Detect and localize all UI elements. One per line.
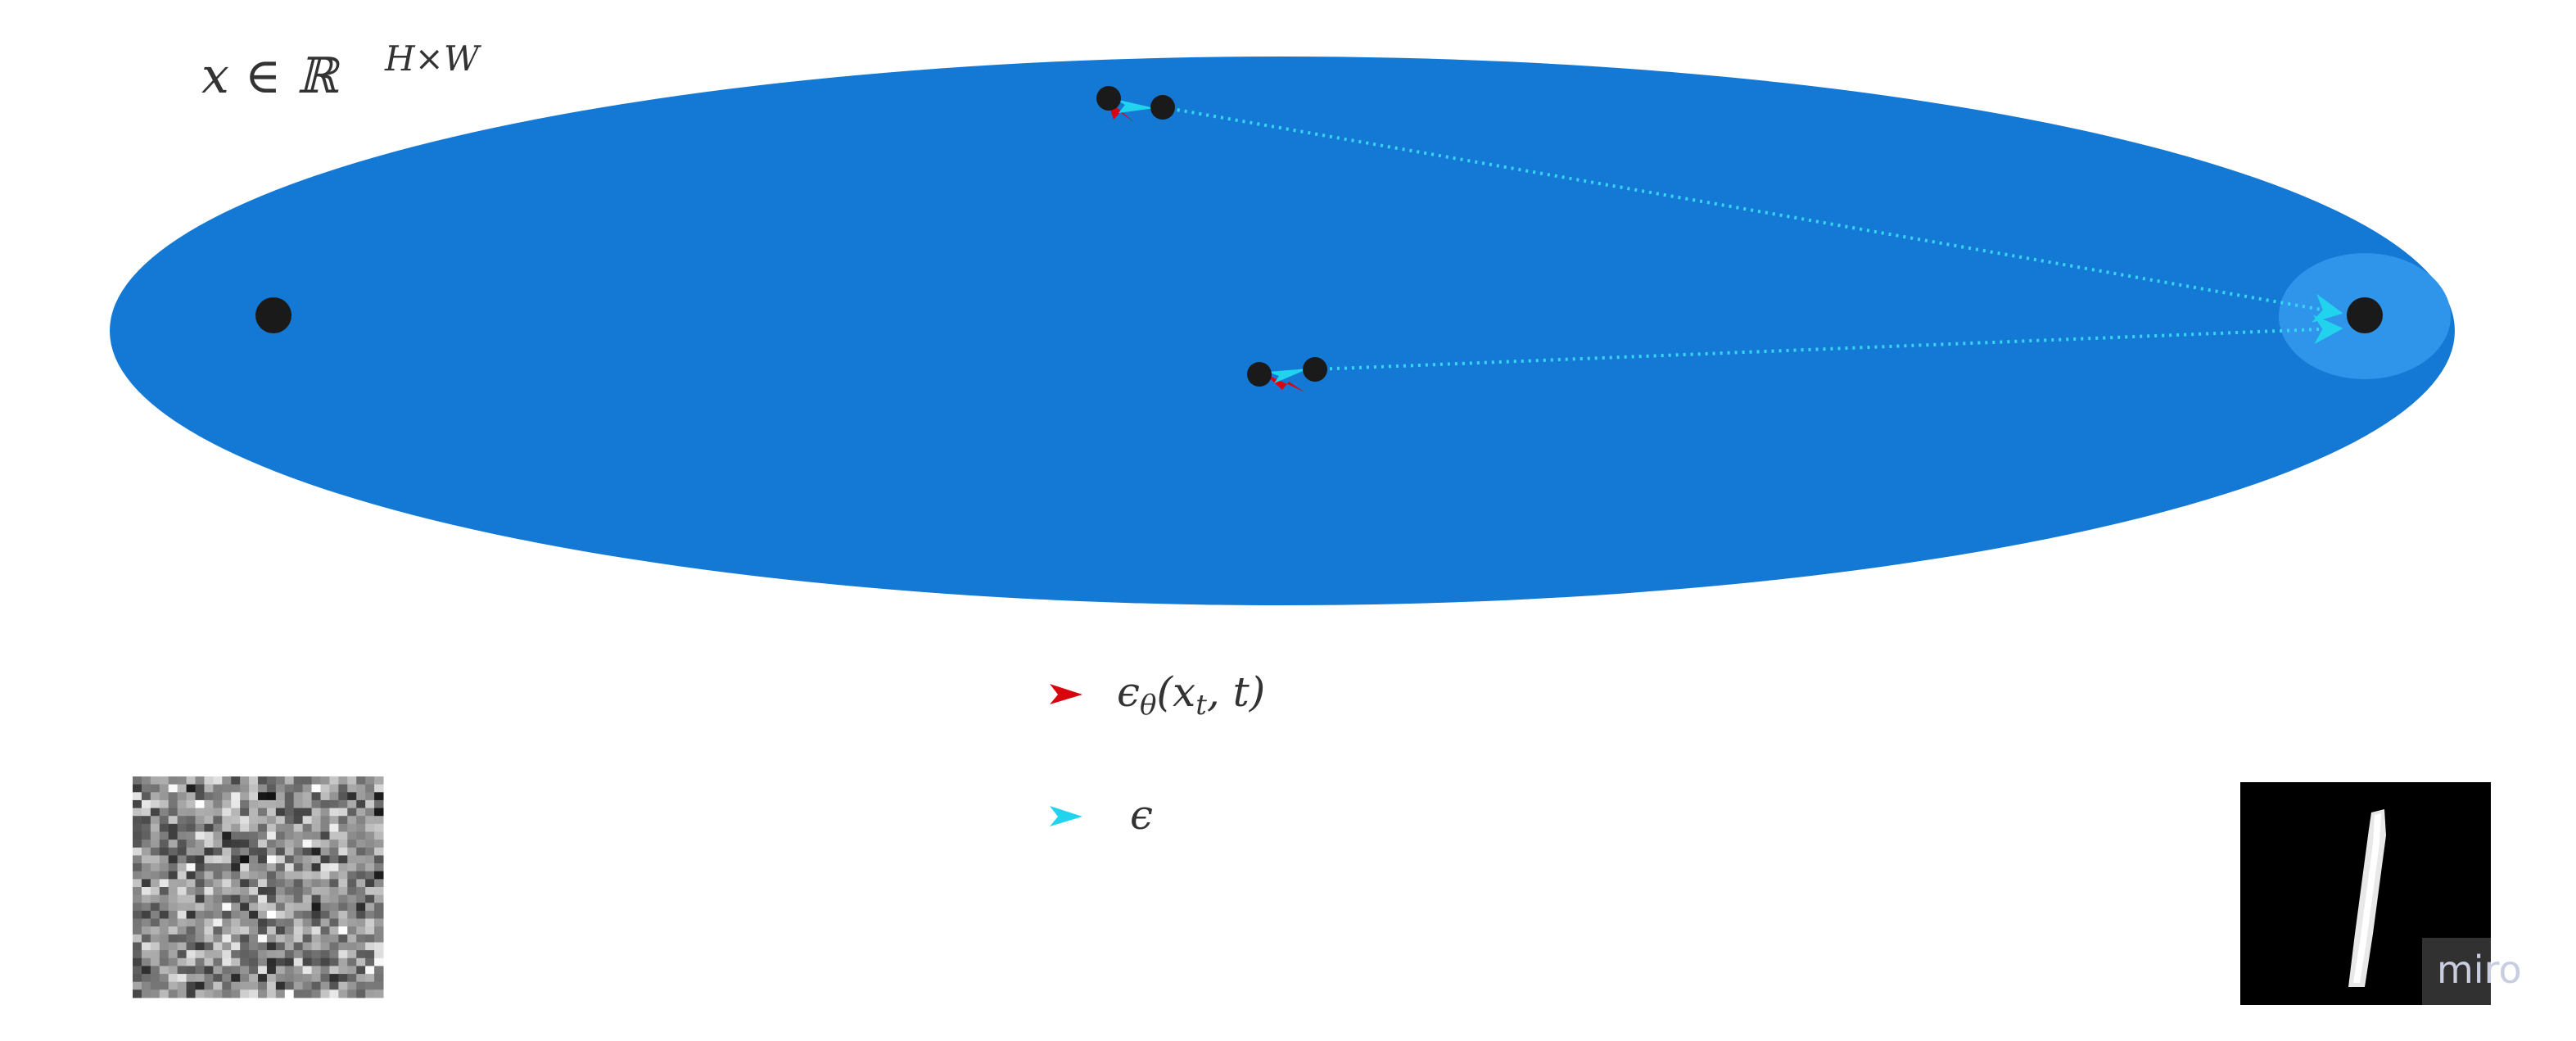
trajectory-upper <box>1162 106 2343 324</box>
noise-sample-point <box>255 297 291 333</box>
true-noise-arrow <box>1115 99 1155 113</box>
upper-step <box>1096 86 1175 123</box>
point-xt <box>1247 362 1272 387</box>
legend-cyan-arrow-icon <box>1050 806 1082 826</box>
space-label: x ∈ ℝ H×W <box>201 38 482 105</box>
point-xt-plus <box>1303 357 1327 382</box>
space-label-base: x ∈ ℝ <box>201 48 341 105</box>
watermark-backdrop <box>2422 938 2491 1005</box>
legend-true-eps: ϵ <box>1130 791 1153 839</box>
trajectory-lower <box>1314 315 2343 371</box>
svg-text:ϵθ(xt, t): ϵθ(xt, t) <box>1117 668 1265 722</box>
space-label-superscript: H×W <box>384 38 482 79</box>
data-manifold <box>110 57 2455 605</box>
legend-predicted-eps: ϵ <box>1117 668 1140 716</box>
lower-step <box>1247 357 1327 392</box>
point-xt <box>1096 86 1121 111</box>
true-noise-arrow <box>1268 369 1308 383</box>
legend: ϵθ(xt, t) ϵ <box>1050 668 1265 839</box>
watermark: miro <box>2437 948 2522 992</box>
data-sample-point <box>2347 297 2383 333</box>
legend-red-arrow-icon <box>1050 684 1082 704</box>
digit-image: miro <box>2240 782 2522 1005</box>
predicted-noise-arrow <box>1264 373 1305 392</box>
point-xt-plus <box>1150 95 1175 120</box>
noise-image <box>133 776 384 998</box>
